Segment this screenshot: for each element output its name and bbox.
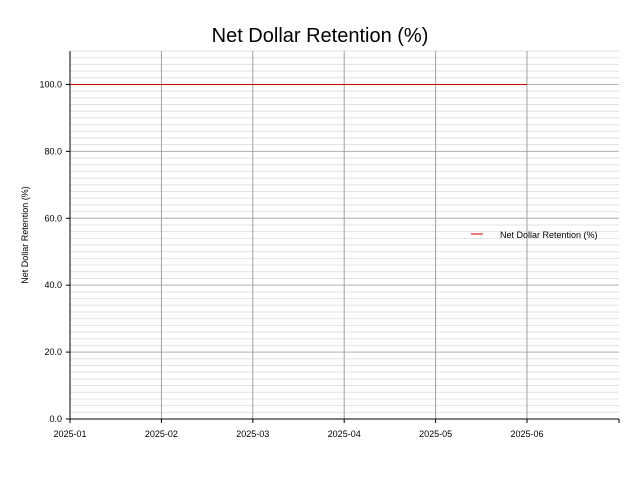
- x-tick-label: 2025-03: [236, 429, 269, 439]
- y-axis-ticks: 0.0 20.0 40.0 60.0 80.0 100.0: [39, 79, 70, 424]
- y-tick-label: 100.0: [39, 79, 62, 89]
- y-tick-label: 60.0: [44, 213, 62, 223]
- y-tick-label: 80.0: [44, 146, 62, 156]
- legend: Net Dollar Retention (%): [471, 230, 598, 240]
- y-axis-label: Net Dollar Retention (%): [20, 186, 30, 284]
- x-tick-label: 2025-04: [328, 429, 361, 439]
- y-tick-label: 0.0: [49, 414, 62, 424]
- x-tick-label: 2025-01: [53, 429, 86, 439]
- x-tick-label: 2025-06: [510, 429, 543, 439]
- x-tick-label: 2025-02: [145, 429, 178, 439]
- x-tick-label: 2025-05: [419, 429, 452, 439]
- x-axis-ticks: 2025-01 2025-02 2025-03 2025-04 2025-05 2025-…: [53, 419, 620, 439]
- y-tick-label: 40.0: [44, 280, 62, 290]
- chart-title: Net Dollar Retention (%): [212, 25, 429, 47]
- legend-label: Net Dollar Retention (%): [500, 230, 598, 240]
- y-tick-label: 20.0: [44, 347, 62, 357]
